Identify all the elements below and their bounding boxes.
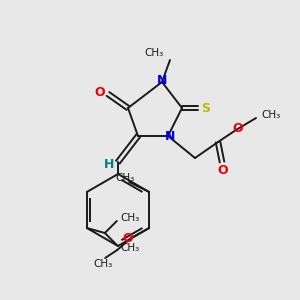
Text: O: O (95, 86, 105, 100)
Text: CH₃: CH₃ (261, 110, 280, 120)
Text: CH₃: CH₃ (121, 213, 140, 223)
Text: CH₃: CH₃ (116, 173, 135, 183)
Text: S: S (202, 101, 211, 115)
Text: CH₃: CH₃ (145, 48, 164, 58)
Text: H: H (104, 158, 114, 170)
Text: O: O (123, 232, 134, 245)
Text: O: O (218, 164, 228, 176)
Text: N: N (165, 130, 175, 143)
Text: CH₃: CH₃ (121, 243, 140, 253)
Text: N: N (157, 74, 167, 88)
Text: O: O (233, 122, 243, 134)
Text: CH₃: CH₃ (94, 259, 113, 269)
